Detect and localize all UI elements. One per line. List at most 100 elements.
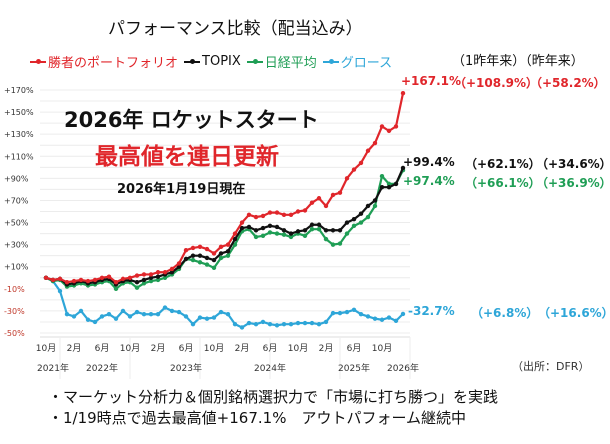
data-point xyxy=(197,315,203,320)
y-tick-label: +90% xyxy=(4,174,29,183)
x-tick-label: 2月 xyxy=(151,343,166,354)
legend-label: 勝者のポートフォリオ xyxy=(48,56,179,71)
x-tick-label: 6月 xyxy=(347,343,362,354)
x-tick-label: 10月 xyxy=(36,343,56,354)
data-point xyxy=(218,244,224,250)
x-year-label: 2026年 xyxy=(387,362,419,374)
chart-title: パフォーマンス比較（配当込み） xyxy=(108,19,363,39)
x-year-label: 2022年 xyxy=(86,362,118,374)
data-point xyxy=(183,314,189,319)
data-point xyxy=(274,224,280,230)
data-point xyxy=(330,192,336,198)
data-point xyxy=(379,185,385,190)
result-growth-2y: （+6.8%） xyxy=(471,306,539,320)
x-tick-label: 6月 xyxy=(179,343,194,354)
data-point xyxy=(134,285,140,290)
data-point xyxy=(281,228,287,233)
data-point xyxy=(309,226,315,232)
legend-label: 日経平均 xyxy=(264,56,317,71)
data-point xyxy=(246,320,252,326)
data-point xyxy=(190,253,196,258)
data-point xyxy=(323,319,329,325)
data-point xyxy=(344,231,350,236)
bullet-1: ・マーケット分析力＆個別銘柄選択力で「市場に打ち勝つ」を実践 xyxy=(48,388,499,406)
data-point xyxy=(50,277,56,283)
x-year-label: 2025年 xyxy=(338,362,370,374)
data-point xyxy=(246,212,252,218)
legend-marker-icon xyxy=(30,58,46,64)
data-point xyxy=(134,273,140,278)
source-note: （出所：DFR） xyxy=(512,360,590,373)
data-point xyxy=(141,272,147,277)
data-point xyxy=(337,310,343,316)
result-topix-total: +99.4% xyxy=(403,155,455,169)
legend-marker-icon xyxy=(322,58,339,64)
data-point xyxy=(365,214,371,220)
data-point xyxy=(92,277,98,283)
series-line xyxy=(45,169,404,290)
data-point xyxy=(274,210,280,215)
data-point xyxy=(379,317,385,322)
data-point xyxy=(344,309,350,315)
data-point xyxy=(225,312,231,317)
data-point xyxy=(183,256,189,262)
legend-item-growth: グロース xyxy=(322,52,392,71)
x-year-label: 2021年 xyxy=(37,362,69,374)
data-point xyxy=(85,278,91,284)
result-nikkei-total: +97.4% xyxy=(403,174,455,188)
data-point xyxy=(379,173,385,179)
y-tick-label: +50% xyxy=(4,219,29,228)
data-point xyxy=(351,217,357,222)
data-point xyxy=(281,212,287,218)
data-point xyxy=(330,228,336,233)
x-year-label: 2023年 xyxy=(170,362,202,374)
data-point xyxy=(351,167,357,172)
data-point xyxy=(358,160,364,166)
data-point xyxy=(211,265,217,271)
data-point xyxy=(113,316,119,321)
data-point xyxy=(155,277,161,283)
data-point xyxy=(197,244,203,250)
result-portfolio-total: +167.1% xyxy=(401,74,462,88)
data-point xyxy=(288,321,294,327)
data-point xyxy=(288,234,294,240)
result-topix-2y: （+62.1%） xyxy=(465,157,541,171)
y-tick-label: +110% xyxy=(4,152,34,161)
data-point xyxy=(302,228,308,233)
data-point xyxy=(162,270,168,275)
data-point xyxy=(323,236,329,242)
data-point xyxy=(400,91,406,96)
legend-label: TOPIX xyxy=(202,54,241,69)
data-point xyxy=(260,213,266,219)
data-point xyxy=(43,275,49,280)
series-line xyxy=(45,276,404,329)
data-point xyxy=(239,220,245,225)
data-point xyxy=(400,165,406,171)
data-point xyxy=(295,209,301,214)
data-point xyxy=(344,220,350,225)
data-point xyxy=(232,321,238,327)
data-point xyxy=(183,247,189,253)
legend-item-portfolio: 勝者のポートフォリオ xyxy=(30,52,178,71)
data-point xyxy=(64,279,70,285)
data-point xyxy=(141,312,147,317)
legend-marker-icon xyxy=(184,58,201,64)
series-line xyxy=(45,167,405,286)
result-nikkei-1y: （+36.9%） xyxy=(536,176,610,190)
data-point xyxy=(393,318,399,324)
data-point xyxy=(71,314,77,319)
data-point xyxy=(204,316,210,321)
data-point xyxy=(372,140,378,146)
data-point xyxy=(148,312,154,317)
result-nikkei-2y: （+66.1%） xyxy=(465,176,541,190)
data-point xyxy=(253,214,259,220)
data-point xyxy=(337,241,343,246)
data-point xyxy=(218,309,224,315)
data-point xyxy=(148,278,154,284)
data-point xyxy=(344,176,350,181)
x-tick-label: 10月 xyxy=(120,343,140,354)
data-point xyxy=(155,312,161,317)
data-point xyxy=(323,203,329,209)
data-point xyxy=(246,224,252,230)
data-point xyxy=(239,225,245,231)
